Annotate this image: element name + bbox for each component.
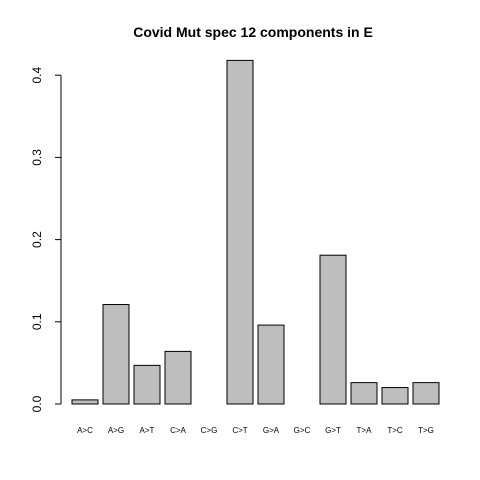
bar-T-to-C <box>381 387 409 405</box>
bar-A-to-G <box>102 304 130 405</box>
x-category-label: C>T <box>232 426 247 435</box>
x-category-label: A>T <box>140 426 155 435</box>
y-tick-label: 0.0 <box>30 395 44 412</box>
x-category-label: T>A <box>357 426 373 435</box>
x-category-label: C>A <box>170 426 186 435</box>
x-category-label: G>C <box>294 426 311 435</box>
x-category-label: A>G <box>108 426 124 435</box>
bar-series <box>71 59 440 405</box>
bar-T-to-G <box>412 382 440 405</box>
y-tick-label: 0.3 <box>30 149 44 166</box>
x-category-label: G>T <box>325 426 341 435</box>
x-category-label: A>C <box>77 426 93 435</box>
bar-C-to-A <box>164 350 192 405</box>
bar-A-to-T <box>133 364 161 405</box>
y-tick-label: 0.2 <box>30 231 44 248</box>
bar-T-to-A <box>350 382 378 405</box>
x-category-label: G>A <box>263 426 280 435</box>
y-axis: 0.0 0.1 0.2 0.3 0.4 <box>30 67 62 412</box>
y-tick-label: 0.4 <box>30 67 44 84</box>
bar-A-to-C <box>71 399 99 405</box>
bar-C-to-T <box>226 59 254 405</box>
chart-title: Covid Mut spec 12 components in E <box>133 24 373 40</box>
bar-G-to-T <box>319 254 347 405</box>
x-category-label: T>C <box>387 426 403 435</box>
bar-G-to-A <box>257 324 285 405</box>
y-tick-label: 0.1 <box>30 313 44 330</box>
x-axis-labels: A>C A>G A>T C>A C>G C>T G>A G>C G>T T>A T>C T>G <box>77 426 434 435</box>
x-category-label: C>G <box>201 426 218 435</box>
x-category-label: T>G <box>418 426 434 435</box>
